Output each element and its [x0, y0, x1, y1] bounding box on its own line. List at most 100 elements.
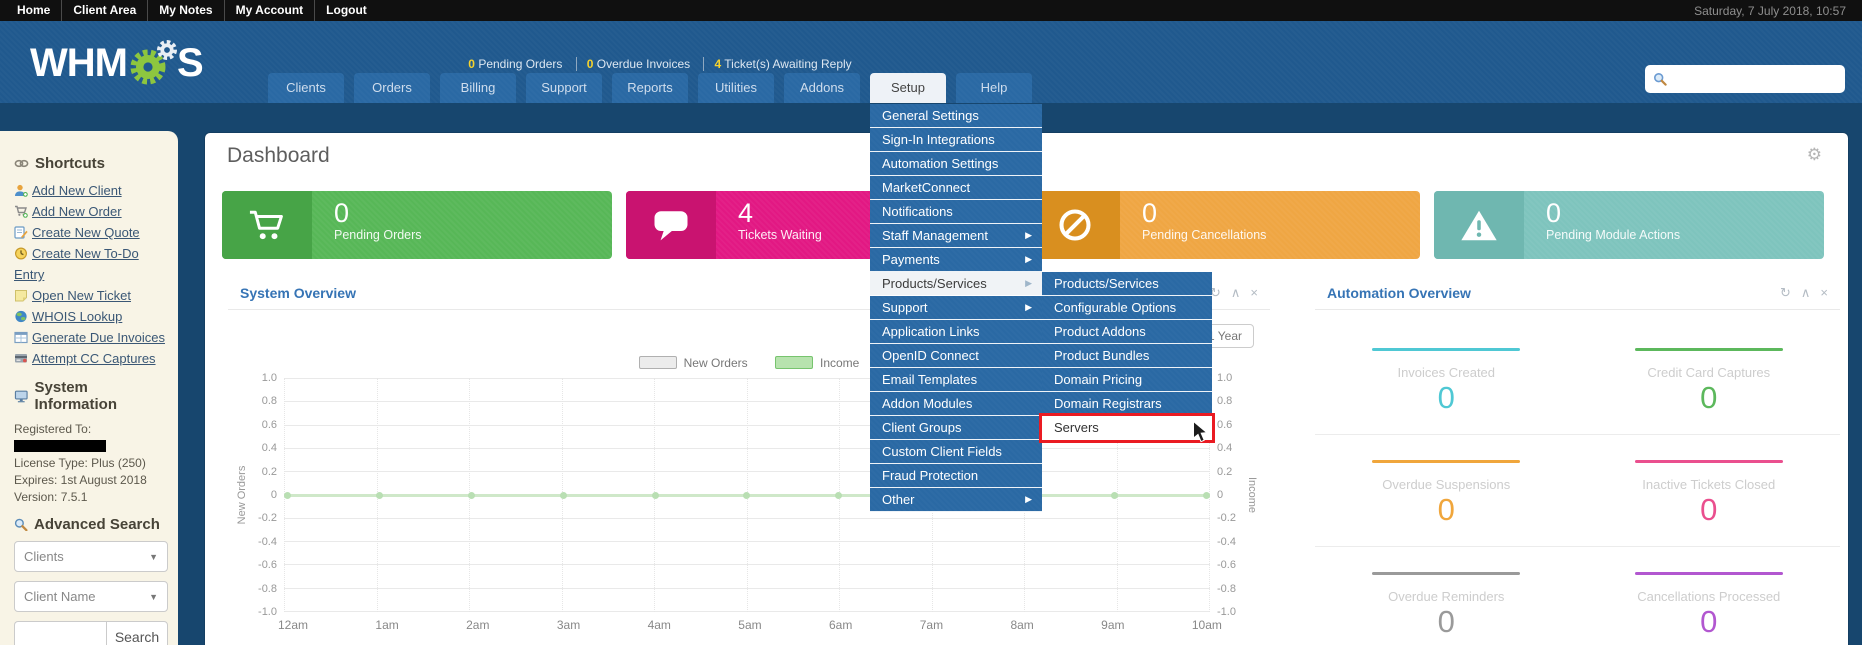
stat-accent-line — [1372, 460, 1521, 463]
add-new-order-link[interactable]: Add New Order — [14, 201, 170, 222]
y-tick: -0.4 — [1217, 535, 1236, 548]
create-new-todo-link[interactable]: Create New To-Do Entry — [14, 246, 139, 282]
stat-card-pending-cancellations[interactable]: 0 Pending Cancellations — [1030, 191, 1420, 259]
submenu-item[interactable]: Configurable Options — [1042, 296, 1212, 320]
automation-stat-label: Cancellations Processed — [1637, 589, 1781, 604]
alert-summary: 0 Pending Orders 0 Overdue Invoices 4 Ti… — [0, 57, 1320, 71]
top-link[interactable]: Home — [17, 3, 51, 17]
header-search-input[interactable] — [1673, 72, 1837, 86]
advanced-search-button[interactable]: Search — [106, 621, 168, 645]
attempt-cc-captures-link[interactable]: Attempt CC Captures — [14, 348, 170, 369]
alert-link[interactable]: 4 Ticket(s) Awaiting Reply — [703, 57, 861, 71]
y-tick: 0.6 — [1217, 418, 1233, 431]
x-tick: 8am — [1010, 618, 1034, 632]
search-field-select[interactable]: Client Name ▼ — [14, 581, 168, 612]
setup-dropdown-menu: General Settings Sign-In Integrations Au… — [870, 104, 1042, 512]
setup-menu-item[interactable]: Other ▶ — [870, 488, 1042, 512]
top-link[interactable]: My Account — [223, 0, 315, 21]
header-search-box[interactable] — [1645, 65, 1845, 93]
license-type: License Type: Plus (250) — [14, 456, 146, 470]
advanced-search-header: Advanced Search — [14, 516, 170, 533]
setup-menu-item[interactable]: Automation Settings — [870, 152, 1042, 176]
legend-swatch-income — [775, 356, 813, 369]
submenu-item[interactable]: Servers — [1039, 413, 1215, 443]
submenu-item[interactable]: Domain Pricing — [1042, 368, 1212, 392]
automation-stat-label: Credit Card Captures — [1647, 365, 1771, 380]
nav-tab[interactable]: Support — [526, 73, 602, 103]
nav-tab[interactable]: Help — [956, 73, 1032, 103]
submenu-item[interactable]: Products/Services — [1042, 272, 1212, 296]
system-information-details: Registered To: License Type: Plus (250) … — [14, 421, 170, 506]
y-tick: 0 — [270, 488, 277, 501]
setup-menu-item[interactable]: Payments ▶ — [870, 248, 1042, 272]
search-type-select[interactable]: Clients ▼ — [14, 541, 168, 572]
alert-link[interactable]: 0 Overdue Invoices — [575, 57, 700, 71]
nav-tab[interactable]: Addons — [784, 73, 860, 103]
open-new-ticket-link[interactable]: Open New Ticket — [14, 285, 170, 306]
nav-tab[interactable]: Orders — [354, 73, 430, 103]
nav-tab[interactable]: Clients — [268, 73, 344, 103]
automation-stat-value: 0 — [1437, 492, 1455, 527]
collapse-icon[interactable]: ∧ — [1800, 285, 1811, 300]
setup-menu-item[interactable]: MarketConnect — [870, 176, 1042, 200]
redacted-registered-name — [14, 440, 106, 452]
create-new-quote-link[interactable]: Create New Quote — [14, 222, 170, 243]
submenu-item[interactable]: Product Bundles — [1042, 344, 1212, 368]
stat-label: Tickets Waiting — [738, 228, 822, 242]
refresh-icon[interactable]: ↻ — [1779, 285, 1791, 300]
close-icon[interactable]: × — [1250, 285, 1258, 300]
top-link[interactable]: Client Area — [61, 0, 147, 21]
setup-menu-item[interactable]: Addon Modules — [870, 392, 1042, 416]
refresh-icon[interactable]: ↻ — [1209, 285, 1221, 300]
setup-menu-item[interactable]: Fraud Protection — [870, 464, 1042, 488]
alert-link[interactable]: 0 Pending Orders — [458, 57, 572, 71]
stat-card-pending-module-actions[interactable]: 0 Pending Module Actions — [1434, 191, 1824, 259]
setup-menu-item[interactable]: Email Templates — [870, 368, 1042, 392]
products-services-submenu: Products/Services Configurable Options P… — [1039, 272, 1215, 443]
setup-menu-item[interactable]: General Settings — [870, 104, 1042, 128]
income-series-line — [284, 494, 1210, 497]
top-link[interactable]: Logout — [314, 0, 378, 21]
setup-menu-item[interactable]: Notifications — [870, 200, 1042, 224]
shortcut-links: Add New Client Add New Order Create New … — [14, 180, 170, 369]
setup-menu-item[interactable]: Custom Client Fields — [870, 440, 1042, 464]
submenu-item[interactable]: Product Addons — [1042, 320, 1212, 344]
top-links: Home Client Area My Notes My Account Log… — [0, 0, 378, 21]
dashboard-settings-gear-icon[interactable]: ⚙ — [1806, 145, 1822, 164]
automation-stat: Overdue Suspensions 0 — [1315, 435, 1578, 547]
x-tick: 4am — [647, 618, 671, 632]
nav-tab[interactable]: Utilities — [698, 73, 774, 103]
setup-menu-item[interactable]: Staff Management ▶ — [870, 224, 1042, 248]
stat-value: 0 — [1142, 198, 1158, 228]
y-tick: 1.0 — [1217, 372, 1233, 384]
top-link[interactable]: My Notes — [147, 0, 223, 21]
setup-menu-item[interactable]: Support ▶ — [870, 296, 1042, 320]
y-tick: -0.4 — [258, 535, 277, 548]
stat-label: Pending Orders — [334, 228, 422, 242]
setup-menu-item[interactable]: Application Links — [870, 320, 1042, 344]
stat-card-pending-orders[interactable]: 0 Pending Orders — [222, 191, 612, 259]
setup-menu-item[interactable]: OpenID Connect — [870, 344, 1042, 368]
collapse-icon[interactable]: ∧ — [1230, 285, 1241, 300]
y-tick: 0.6 — [261, 418, 277, 431]
automation-stat: Credit Card Captures 0 — [1577, 323, 1840, 435]
setup-menu-item[interactable]: Sign-In Integrations — [870, 128, 1042, 152]
nav-tab[interactable]: Billing — [440, 73, 516, 103]
close-icon[interactable]: × — [1820, 285, 1828, 300]
generate-due-invoices-link[interactable]: Generate Due Invoices — [14, 327, 170, 348]
whois-lookup-link[interactable]: WHOIS Lookup — [14, 306, 170, 327]
x-tick: 9am — [1101, 618, 1125, 632]
y-tick: -0.8 — [1217, 582, 1236, 595]
advanced-search-input[interactable] — [14, 621, 106, 645]
setup-menu-item[interactable]: Products/Services ▶ — [870, 272, 1042, 296]
whmcs-logo[interactable]: WHM S — [30, 38, 204, 88]
ticket-note-icon — [15, 290, 27, 302]
nav-tab[interactable]: Reports — [612, 73, 688, 103]
setup-menu-item[interactable]: Client Groups — [870, 416, 1042, 440]
nav-tab[interactable]: Setup — [870, 73, 946, 103]
submenu-arrow-icon: ▶ — [1025, 302, 1032, 312]
y-tick: 0.8 — [1217, 395, 1233, 408]
submenu-item[interactable]: Domain Registrars — [1042, 392, 1212, 416]
add-new-client-link[interactable]: Add New Client — [14, 180, 170, 201]
automation-stat-value: 0 — [1437, 380, 1455, 415]
